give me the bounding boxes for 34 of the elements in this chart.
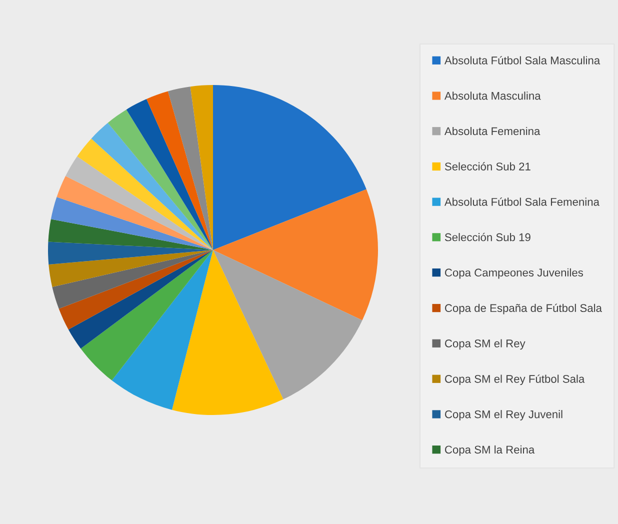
pie-slice <box>80 250 213 380</box>
pie-slice <box>48 242 213 264</box>
pie-slice <box>213 189 378 320</box>
legend-label: Copa Campeones Juveniles <box>445 268 584 279</box>
pie-slice <box>172 250 284 415</box>
pie-slice <box>213 85 366 250</box>
pie-slice <box>213 250 362 400</box>
pie-slice <box>48 219 213 250</box>
pie-slice <box>112 250 213 410</box>
pie-slice <box>190 85 213 250</box>
legend-label: Copa SM el Rey Juvenil <box>445 410 562 420</box>
legend-label: Absoluta Fútbol Sala Masculina <box>444 56 600 64</box>
pie-slice <box>168 86 213 250</box>
legend-label: Selección Sub 21 <box>444 162 530 170</box>
pie-slice <box>77 138 213 250</box>
pie-slice <box>58 250 213 330</box>
pie-slice <box>56 176 213 250</box>
legend-label: Copa SM el Rey <box>445 339 526 350</box>
pie-slice <box>146 91 213 250</box>
pie-slice <box>108 110 213 250</box>
legend-label: Copa SM el Rey Fútbol Sala <box>445 374 585 386</box>
pie-slice <box>48 250 213 288</box>
pie-slice <box>126 98 213 250</box>
pie-slice <box>50 197 213 250</box>
legend-label: Absoluta Masculina <box>444 92 541 100</box>
legend-label: Absoluta Fútbol Sala Femenina <box>444 198 600 206</box>
pie-slice <box>91 122 213 250</box>
legend-label: Copa SM la Reina <box>445 445 535 456</box>
legend-label: Selección Sub 19 <box>444 232 530 242</box>
legend-label: Copa de España de Fútbol Sala <box>445 304 602 314</box>
pie-slice <box>66 156 213 250</box>
legend-label: Absoluta Femenina <box>444 126 540 136</box>
pie-slice <box>68 250 213 349</box>
pie-slice <box>52 250 213 309</box>
